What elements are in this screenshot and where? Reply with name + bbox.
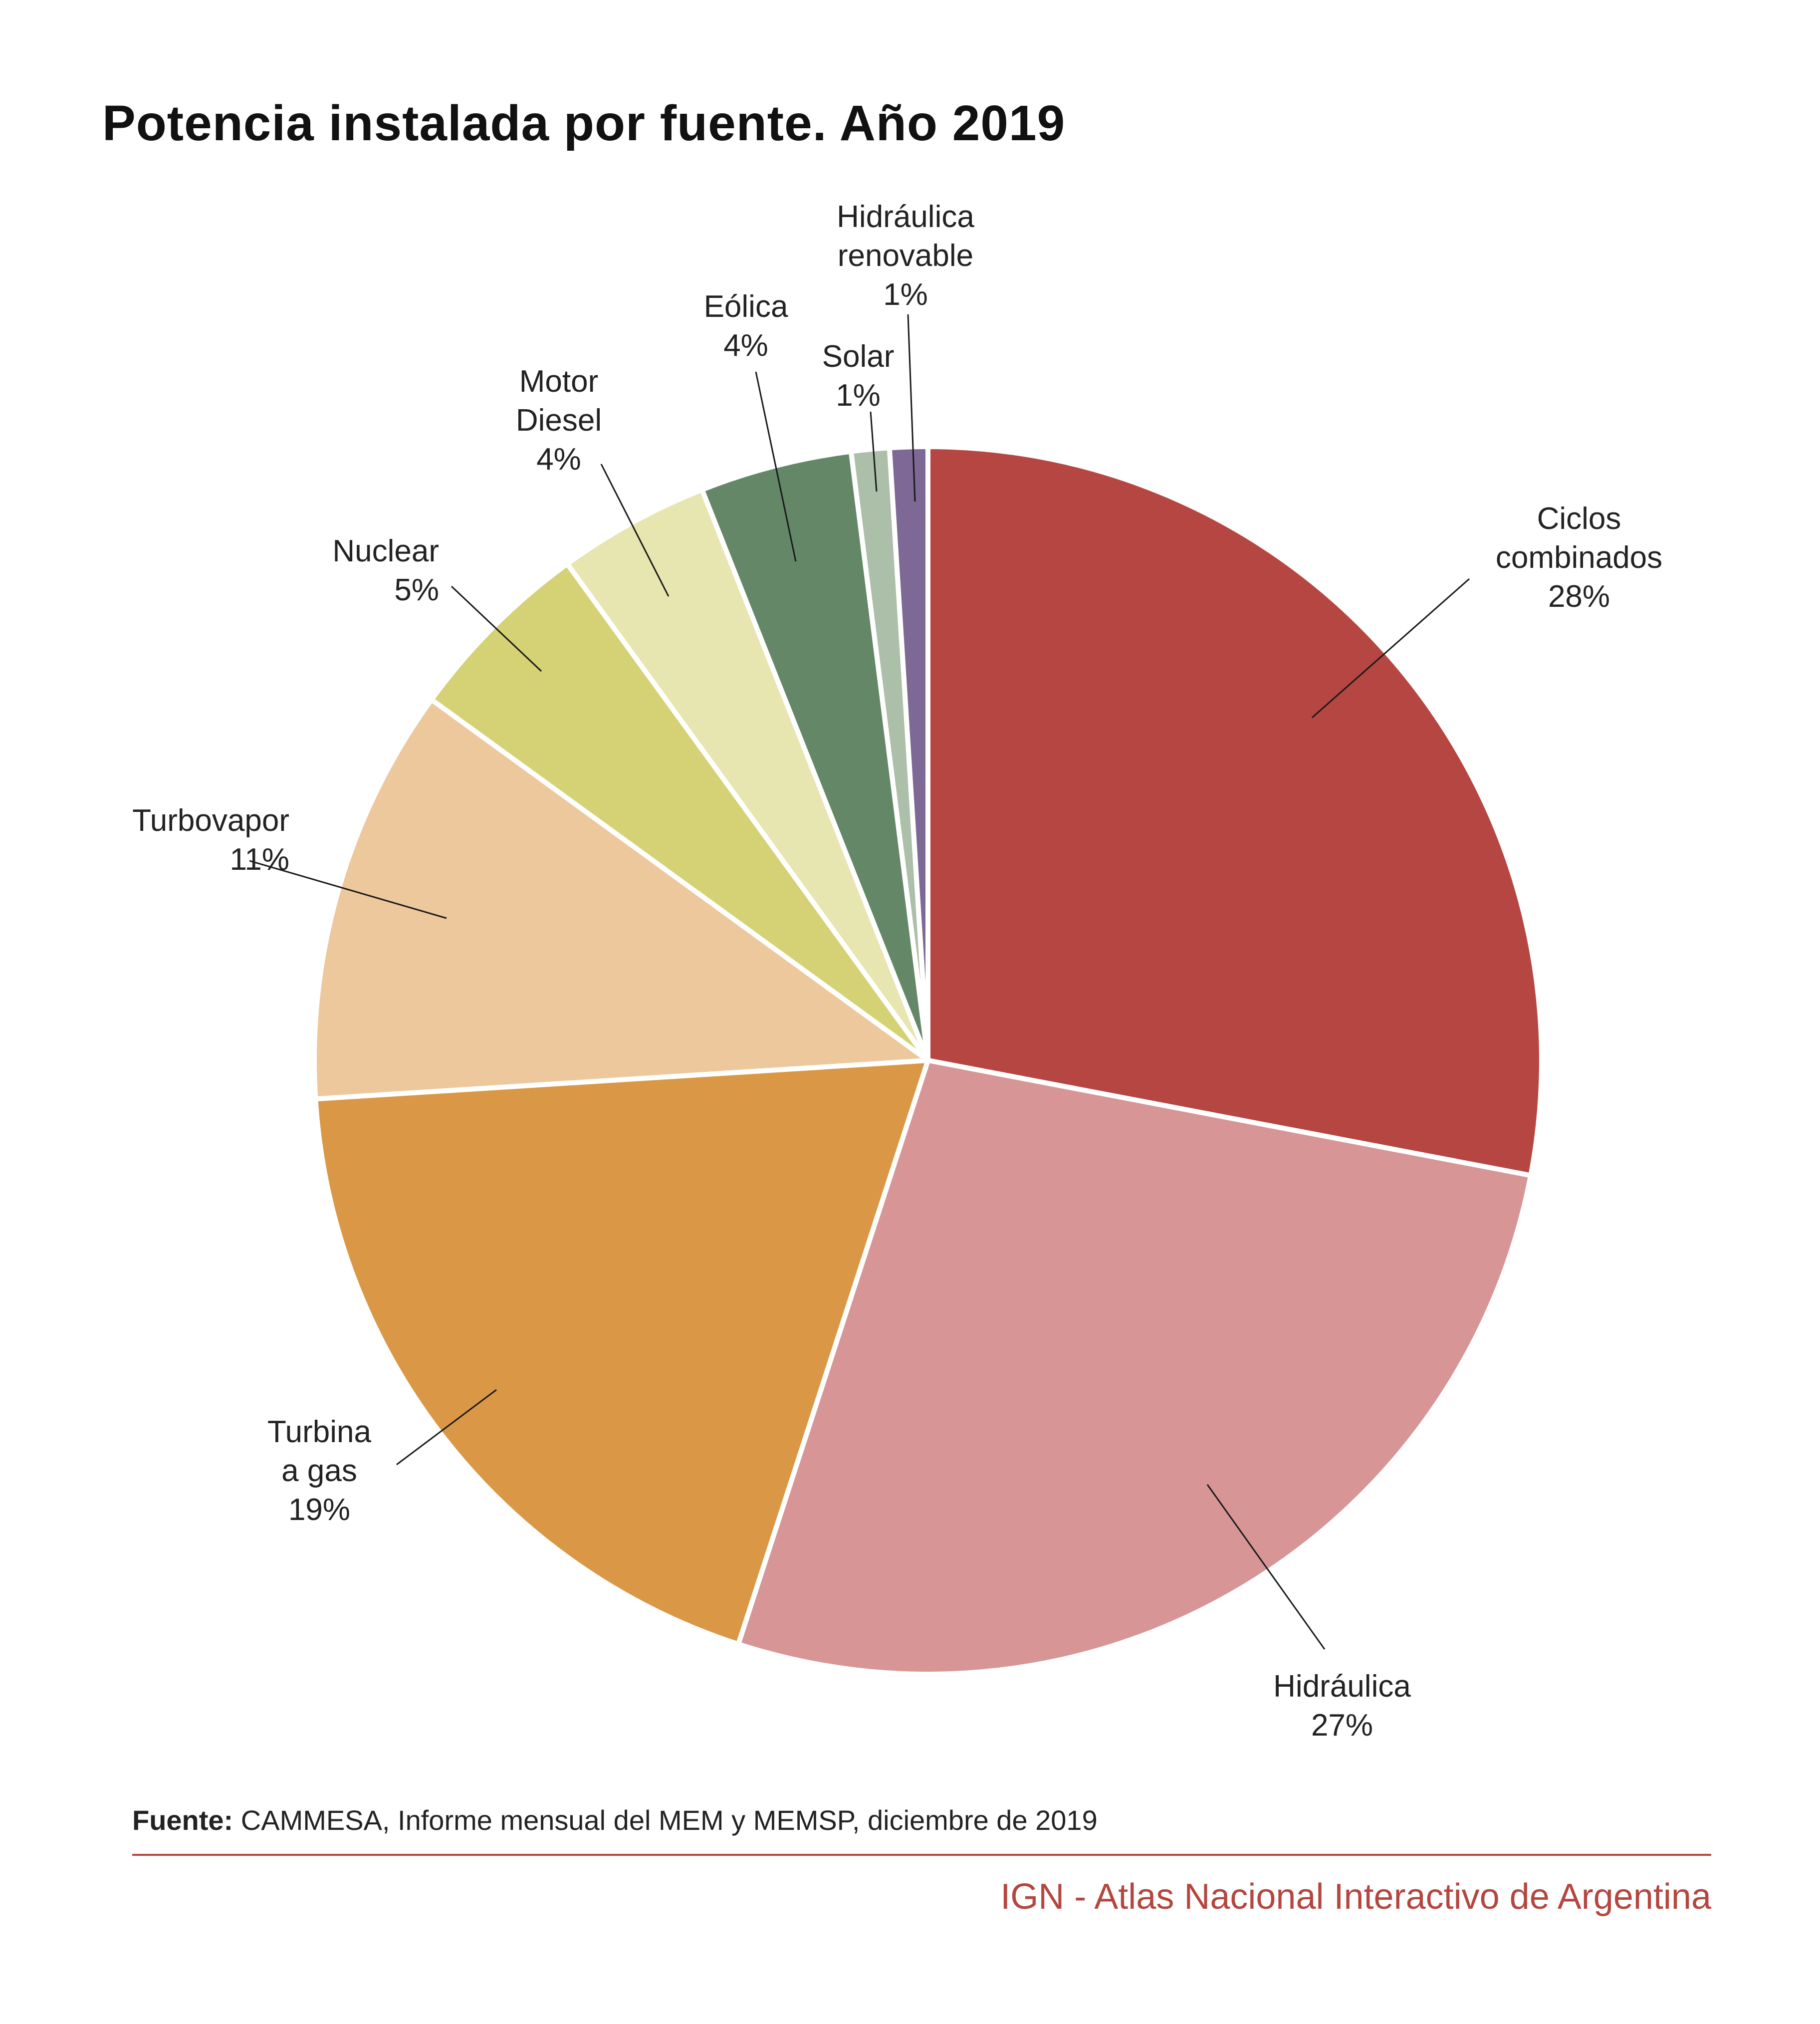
leader-line [755,371,797,562]
pie-chart: Ciclos combinados 28% Hidráulica 27% Turbina a… [132,200,1662,1743]
leader-line [396,1389,497,1466]
source-text: CAMMESA, Informe mensual del MEM y MEMSP… [233,1804,1098,1836]
slice-label-line: 4% [723,328,768,363]
slice-label: Eólica 4% [704,289,788,363]
slice-label-line: 19% [288,1493,350,1527]
leader-line [1206,1484,1326,1650]
slice-label-line: 11% [230,842,290,877]
leader-line [1312,578,1470,719]
slice-label-line: Turbovapor [132,803,289,838]
slice-label: Turbovapor 11% [132,803,289,877]
leader-line [451,585,542,672]
pie-slice-turbina-a-gas [313,1058,930,1647]
leader-lines [249,314,1470,1650]
slice-label-line: Nuclear [332,534,439,568]
slice-label-line: renovable [838,239,973,273]
slice-label: Nuclear 5% [332,534,439,607]
footer-credit: IGN - Atlas Nacional Interactivo de Arge… [1000,1877,1711,1917]
slice-label-line: combinados [1496,540,1662,575]
slice-label-line: Hidráulica [837,200,974,234]
slice-label: Hidráulica 27% [1273,1669,1411,1743]
slice-label-line: 28% [1548,579,1610,614]
slice-labels: Ciclos combinados 28% Hidráulica 27% Turbina a… [132,200,1662,1743]
leader-line [600,464,670,597]
slice-label-line: Diesel [516,403,602,438]
source-note: Fuente: CAMMESA, Informe mensual del MEM… [132,1804,1098,1836]
slice-label-line: Motor [519,364,598,399]
slice-label-line: Ciclos [1537,502,1621,536]
leader-line [870,411,878,492]
slice-label: Hidráulica renovable 1% [837,200,974,312]
pie-slices [311,444,1544,1677]
page-title: Potencia instalada por fuente. Año 2019 [102,95,1066,151]
slice-label-line: 5% [394,573,439,607]
source-label: Fuente: [132,1804,233,1836]
leader-line [907,314,916,502]
slice-label-line: Solar [822,339,895,374]
slice-label-line: Hidráulica [1273,1669,1411,1704]
pie-slice-ciclos-combinados [925,444,1544,1178]
slice-label-line: Eólica [704,289,788,324]
slice-label: Ciclos combinados 28% [1496,502,1662,614]
slice-label-line: Turbina [267,1415,371,1449]
slice-label: Motor Diesel 4% [516,364,602,477]
slice-label-line: a gas [281,1454,357,1488]
slice-label-line: 1% [836,378,881,413]
pie-slice-motor-diesel [565,487,930,1063]
leader-line [249,860,447,919]
slice-label-line: 1% [883,277,928,312]
slice-label: Solar 1% [822,339,895,413]
slice-label: Turbina a gas 19% [267,1415,371,1527]
slice-label-line: 4% [536,442,581,477]
pie-slice-hidráulica-renovable [887,444,930,1063]
pie-slice-turbovapor [311,697,930,1102]
footer-divider [132,1854,1711,1856]
pie-slice-hidráulica [735,1058,1534,1677]
slice-label-line: 27% [1311,1708,1373,1743]
